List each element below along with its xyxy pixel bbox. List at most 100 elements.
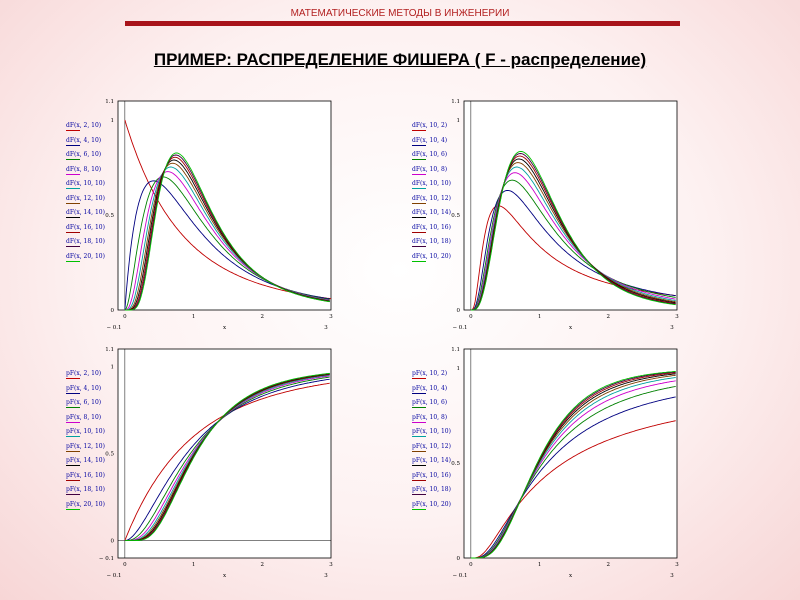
- legend-swatch: [66, 479, 80, 481]
- legend-item: pF(x, 10, 18): [412, 486, 472, 495]
- legend-label: dF(x, 8, 10): [66, 165, 102, 173]
- x-tick-label: 2: [261, 314, 265, 320]
- series-line-1: [470, 205, 676, 311]
- x-axis-extra-label: − 0.1: [106, 325, 121, 331]
- density-chart-varying-d1: 1.1 1 0.5 0 0 1 2 3 − 0.1 x 3 dF(x, 2, 10) dF(x, 4, …: [66, 95, 366, 345]
- legend-item: pF(x, 6, 10): [66, 399, 126, 408]
- legend-swatch: [412, 421, 426, 423]
- y-tick-label: 0.5: [451, 461, 460, 467]
- legend-item: pF(x, 8, 10): [66, 414, 126, 423]
- legend-swatch: [412, 479, 426, 481]
- legend-label: dF(x, 10, 20): [412, 252, 451, 260]
- x-tick-label: 1: [192, 562, 196, 568]
- y-tick-label: 0.5: [105, 452, 114, 458]
- legend-label: dF(x, 10, 4): [412, 136, 448, 144]
- x-tick-label: 3: [329, 314, 333, 320]
- legend-item: pF(x, 18, 10): [66, 486, 126, 495]
- legend-item: pF(x, 10, 20): [412, 501, 472, 510]
- legend-swatch: [66, 144, 80, 146]
- series-line-10: [470, 370, 676, 559]
- chart-svg: 1.110.50− 0.10 1 2 3− 0.1 x 3: [99, 347, 333, 579]
- y-tick-label: 0.5: [105, 213, 114, 219]
- legend-item: pF(x, 4, 10): [66, 385, 126, 394]
- legend-label: dF(x, 10, 10): [66, 180, 105, 187]
- x-axis-extra-label: x: [569, 325, 573, 331]
- x-tick-label: 3: [329, 562, 333, 568]
- x-tick-label: 3: [675, 562, 679, 568]
- legend-swatch: [412, 494, 426, 495]
- legend-label: pF(x, 18, 10): [66, 486, 105, 493]
- legend-label: dF(x, 4, 10): [66, 136, 102, 144]
- x-axis-extra-label: 3: [670, 573, 674, 579]
- x-tick-label: 1: [538, 314, 542, 320]
- x-axis-extra-label: x: [223, 573, 227, 579]
- x-tick-label: 1: [192, 314, 196, 320]
- legend-item: dF(x, 10, 6): [412, 151, 472, 160]
- legend-swatch: [66, 450, 80, 452]
- legend-label: dF(x, 10, 12): [412, 194, 451, 202]
- legend-label: dF(x, 6, 10): [66, 151, 102, 158]
- legend-label: pF(x, 4, 10): [66, 384, 102, 392]
- y-tick-label: 0: [457, 308, 461, 314]
- legend-swatch: [66, 231, 80, 233]
- legend-swatch: [66, 130, 80, 131]
- legend-label: pF(x, 10, 20): [412, 500, 451, 508]
- legend-item: pF(x, 12, 10): [66, 443, 126, 452]
- y-tick-label: 0: [457, 556, 461, 562]
- legend-item: dF(x, 12, 10): [66, 195, 126, 204]
- legend-item: pF(x, 10, 16): [412, 472, 472, 481]
- cdf-chart-varying-d2: 1.1 1 0.5 0 0 1 2 3 − 0.1 x 3 pF(x, 10, 2) pF(x, 10,…: [412, 343, 712, 593]
- legend-item: pF(x, 10, 4): [412, 385, 472, 394]
- legend-label: dF(x, 2, 10): [66, 122, 102, 129]
- legend-label: pF(x, 2, 10): [66, 370, 102, 377]
- legend-item: dF(x, 10, 8): [412, 166, 472, 175]
- y-tick-label: 1: [111, 118, 115, 124]
- y-tick-label: 1: [457, 118, 461, 124]
- x-axis-extra-label: − 0.1: [452, 573, 467, 579]
- legend-label: pF(x, 8, 10): [66, 413, 102, 421]
- x-tick-label: 0: [469, 562, 473, 568]
- x-axis-extra-label: 3: [324, 573, 328, 579]
- legend-swatch: [66, 494, 80, 495]
- series-line-10: [124, 372, 330, 542]
- x-tick-label: 0: [123, 562, 127, 568]
- legend-item: dF(x, 4, 10): [66, 137, 126, 146]
- x-axis-extra-label: 3: [670, 325, 674, 331]
- x-tick-label: 0: [469, 314, 473, 320]
- legend-swatch: [66, 378, 80, 379]
- legend-item: dF(x, 10, 4): [412, 137, 472, 146]
- legend-label: pF(x, 10, 10): [412, 428, 451, 435]
- legend-item: pF(x, 10, 8): [412, 414, 472, 423]
- legend-swatch: [66, 260, 80, 262]
- legend-swatch: [66, 202, 80, 204]
- legend-label: dF(x, 16, 10): [66, 223, 105, 231]
- legend-label: dF(x, 12, 10): [66, 194, 105, 202]
- cdf-chart-varying-d1: 1.1 1 0.5 0− 0.1 0 1 2 3− 0.1 x 3 pF(x, 2, 10) pF(x…: [66, 343, 366, 593]
- series-line-10: [470, 150, 676, 311]
- legend-label: dF(x, 10, 8): [412, 165, 448, 173]
- legend-label: pF(x, 10, 4): [412, 384, 448, 392]
- legend-label: pF(x, 10, 2): [412, 370, 448, 377]
- legend-item: pF(x, 14, 10): [66, 457, 126, 466]
- legend-label: pF(x, 10, 12): [412, 442, 451, 450]
- legend-label: dF(x, 14, 10): [66, 209, 105, 216]
- legend-swatch: [412, 144, 426, 146]
- legend-item: pF(x, 10, 10): [66, 428, 126, 437]
- x-axis-extra-label: x: [569, 573, 573, 579]
- legend-label: pF(x, 10, 6): [412, 399, 448, 406]
- legend-swatch: [66, 173, 80, 175]
- x-tick-label: 2: [607, 562, 611, 568]
- legend-item: pF(x, 10, 10): [412, 428, 472, 437]
- legend-item: dF(x, 6, 10): [66, 151, 126, 160]
- legend-item: dF(x, 20, 10): [66, 253, 126, 262]
- legend-label: dF(x, 10, 18): [412, 238, 451, 245]
- legend-item: pF(x, 10, 2): [412, 370, 472, 379]
- legend-label: dF(x, 18, 10): [66, 238, 105, 245]
- series-line-3: [470, 385, 676, 559]
- legend-swatch: [412, 246, 426, 247]
- x-tick-label: 2: [261, 562, 265, 568]
- legend-item: dF(x, 2, 10): [66, 122, 126, 131]
- legend-swatch: [412, 217, 426, 218]
- legend-swatch: [66, 159, 80, 160]
- legend-swatch: [412, 392, 426, 394]
